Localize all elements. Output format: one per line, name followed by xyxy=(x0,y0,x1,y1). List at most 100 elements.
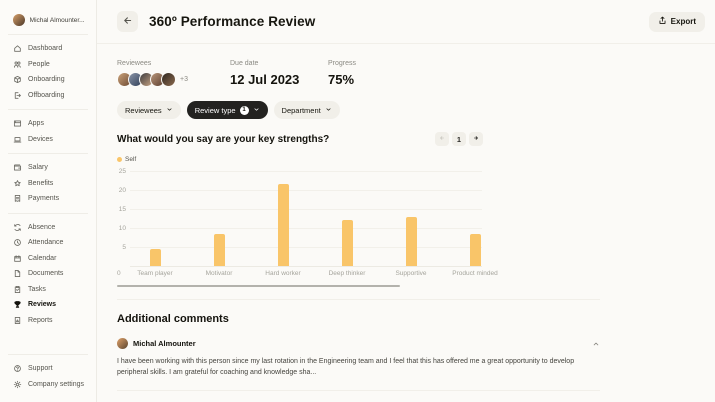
comment-collapse-button[interactable] xyxy=(592,336,600,351)
legend-label: Self xyxy=(125,156,137,163)
gear-icon xyxy=(13,380,22,389)
support-icon xyxy=(13,364,22,373)
offboarding-icon xyxy=(13,91,22,100)
filter-row: Reviewees Review type 1 Department xyxy=(117,101,600,119)
sidebar-item-documents[interactable]: Documents xyxy=(13,266,90,282)
sidebar-item-dashboard[interactable]: Dashboard xyxy=(13,41,90,57)
sidebar-divider xyxy=(8,153,88,154)
section-divider xyxy=(117,390,600,392)
chart-plot-area xyxy=(130,171,482,267)
filter-reviewees[interactable]: Reviewees xyxy=(117,101,181,119)
reviewee-avatar xyxy=(161,72,176,87)
back-button[interactable] xyxy=(117,11,138,32)
progress-meta: Progress 75% xyxy=(328,60,356,87)
chart-scrollbar[interactable] xyxy=(117,285,400,287)
page-title: 360º Performance Review xyxy=(149,14,316,29)
sidebar-item-salary[interactable]: Salary xyxy=(13,160,90,176)
arrow-right-icon xyxy=(472,134,480,144)
user-menu[interactable]: Michal Almounter... xyxy=(13,14,90,26)
benefits-star-icon xyxy=(13,179,22,188)
comment-text: I have been working with this person sin… xyxy=(117,358,575,377)
bar-hard-worker xyxy=(277,184,289,266)
gridline xyxy=(130,247,482,248)
export-button[interactable]: Export xyxy=(648,11,705,32)
sidebar-item-devices[interactable]: Devices xyxy=(13,132,90,148)
meta-row: Reviewees +3 Due date 12 Jul 2023 Progre… xyxy=(117,60,600,87)
reviewees-avatar-stack xyxy=(117,72,176,87)
y-tick-label: 10 xyxy=(118,224,126,232)
pager-next-button[interactable] xyxy=(469,132,483,146)
due-date-value: 12 Jul 2023 xyxy=(230,72,300,87)
x-category-label: Deep thinker xyxy=(328,270,366,277)
chart-pager: 1 xyxy=(435,132,483,146)
sidebar-item-apps[interactable]: Apps xyxy=(13,116,90,132)
absence-icon xyxy=(13,223,22,232)
tasks-clipboard-icon xyxy=(13,285,22,294)
devices-icon xyxy=(13,135,22,144)
sidebar: Michal Almounter... Dashboard People Onb… xyxy=(0,0,97,402)
sidebar-divider xyxy=(8,212,88,214)
sidebar-divider xyxy=(8,109,88,110)
comment-author-avatar xyxy=(117,338,128,349)
pager-prev-button[interactable] xyxy=(435,132,449,146)
apps-icon xyxy=(13,119,22,128)
sidebar-item-company-settings[interactable]: Company settings xyxy=(13,377,90,393)
filter-department[interactable]: Department xyxy=(273,101,340,119)
x-axis-line xyxy=(130,266,482,267)
reviewees-label: Reviewees xyxy=(117,60,152,67)
chevron-down-icon xyxy=(325,106,332,115)
sidebar-item-onboarding[interactable]: Onboarding xyxy=(13,72,90,88)
reviewees-extra-count: +3 xyxy=(180,76,188,83)
sidebar-item-people[interactable]: People xyxy=(13,57,90,73)
sidebar-item-absence[interactable]: Absence xyxy=(13,220,90,236)
sidebar-item-calendar[interactable]: Calendar xyxy=(13,251,90,267)
user-name: Michal Almounter... xyxy=(29,16,85,24)
reviews-trophy-icon xyxy=(13,300,22,309)
due-date-meta: Due date 12 Jul 2023 xyxy=(230,60,328,87)
arrow-left-icon xyxy=(122,14,133,29)
sidebar-item-reviews[interactable]: Reviews xyxy=(13,297,90,313)
topbar: 360º Performance Review Export xyxy=(97,0,715,44)
chevron-down-icon xyxy=(253,106,260,115)
gridline xyxy=(130,190,482,191)
people-icon xyxy=(13,60,22,69)
comment-author-name: Michal Almounter xyxy=(133,339,196,348)
comment-item: Michal Almounter I have been working wit… xyxy=(117,336,600,378)
sidebar-item-support[interactable]: Support xyxy=(13,361,90,377)
x-category-label: Supportive xyxy=(395,270,427,277)
chart-xlabels: 0 Team player Motivator Hard worker Deep thi… xyxy=(117,270,498,279)
chart-block: What would you say are your key strength… xyxy=(117,132,498,287)
sidebar-item-payments[interactable]: Payments xyxy=(13,191,90,207)
sidebar-item-benefits[interactable]: Benefits xyxy=(13,176,90,192)
bar-motivator xyxy=(213,233,225,266)
chart-plot: 25 20 15 10 5 xyxy=(117,168,483,267)
reviewees-avatars[interactable]: +3 xyxy=(117,72,230,87)
sidebar-item-reports[interactable]: Reports xyxy=(13,313,90,329)
sidebar-item-attendance[interactable]: Attendance xyxy=(13,235,90,251)
x-category-label: Team player xyxy=(137,270,173,277)
main-area: 360º Performance Review Export Reviewees… xyxy=(97,0,715,402)
comments-heading: Additional comments xyxy=(117,313,229,325)
onboarding-box-icon xyxy=(13,75,22,84)
bar-product-minded xyxy=(469,233,481,266)
progress-value: 75% xyxy=(328,72,355,87)
y-tick-label: 5 xyxy=(122,243,126,251)
gridline xyxy=(130,228,482,229)
chevron-down-icon xyxy=(166,106,173,115)
calendar-icon xyxy=(13,254,22,263)
bar-deep-thinker xyxy=(341,220,353,266)
progress-label: Progress xyxy=(328,60,357,67)
sidebar-divider xyxy=(8,354,88,355)
bar-supportive xyxy=(405,216,417,266)
bar-team-player xyxy=(149,248,161,266)
pager-page-button[interactable]: 1 xyxy=(452,132,466,146)
sidebar-item-offboarding[interactable]: Offboarding xyxy=(13,88,90,104)
y-tick-label: 20 xyxy=(118,186,126,194)
sidebar-item-tasks[interactable]: Tasks xyxy=(13,282,90,298)
salary-wallet-icon xyxy=(13,163,22,172)
chart-header: What would you say are your key strength… xyxy=(117,132,483,146)
due-date-label: Due date xyxy=(230,60,259,67)
export-share-icon xyxy=(658,16,667,27)
filter-review-type[interactable]: Review type 1 xyxy=(186,101,268,119)
